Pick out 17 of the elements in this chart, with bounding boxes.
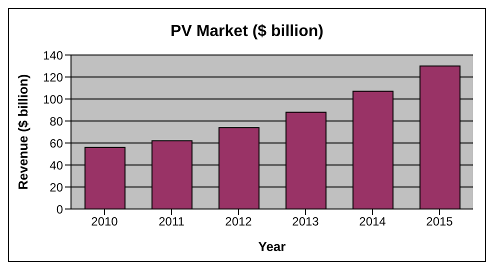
y-tick-label: 100	[42, 92, 64, 106]
x-tick-label: 2012	[225, 214, 252, 229]
y-tick-label: 0	[56, 202, 64, 216]
x-tick-label: 2011	[158, 214, 185, 229]
x-tick-label: 2014	[359, 214, 386, 229]
chart-title: PV Market ($ billion)	[170, 23, 324, 42]
y-tick-label: 60	[50, 136, 64, 150]
x-tick-label: 2010	[91, 214, 118, 229]
y-axis-title: Revenue ($ billion)	[16, 74, 31, 190]
x-tick-label: 2015	[426, 214, 454, 229]
x-tick-label: 2013	[292, 214, 320, 229]
y-tick-label: 20	[50, 180, 64, 194]
y-tick-label: 120	[42, 70, 64, 84]
x-axis-title: Year	[258, 239, 286, 254]
y-tick-label: 40	[50, 158, 64, 172]
y-tick-label: 140	[42, 48, 64, 62]
y-tick-label: 80	[50, 114, 64, 128]
